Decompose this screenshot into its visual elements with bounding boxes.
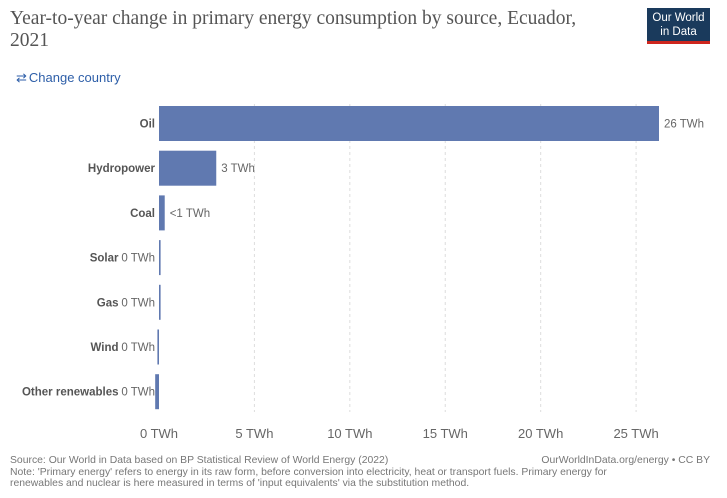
chart-footer: Source: Our World in Data based on BP St… <box>10 455 716 490</box>
source-text: Source: Our World in Data based on BP St… <box>10 455 389 466</box>
owid-logo[interactable]: Our World in Data <box>647 8 710 44</box>
logo-line-1: Our World <box>652 12 705 24</box>
value-label: 0 TWh <box>121 253 155 265</box>
x-tick-label: 10 TWh <box>327 426 372 441</box>
bar-hydropower[interactable] <box>159 150 217 186</box>
category-label: Other renewables <box>22 387 119 399</box>
category-label: Wind <box>91 342 119 354</box>
x-tick-label: 5 TWh <box>235 426 273 441</box>
value-label: <1 TWh <box>170 208 210 220</box>
x-tick-label: 20 TWh <box>518 426 563 441</box>
change-country-label: Change country <box>28 70 121 85</box>
logo-line-2: in Data <box>660 26 697 38</box>
note-line-1: Note: 'Primary energy' refers to energy … <box>10 466 607 478</box>
x-tick-label: 25 TWh <box>613 426 658 441</box>
value-label: 0 TWh <box>121 342 155 354</box>
bar-oil[interactable] <box>159 106 659 141</box>
category-label: Coal <box>130 208 155 220</box>
category-label: Oil <box>140 119 155 131</box>
x-tick-label: 15 TWh <box>423 426 468 441</box>
note-line-2: renewables and nuclear is here measured … <box>10 478 470 489</box>
credit-link[interactable]: OurWorldInData.org/energy • CC BY <box>541 455 710 466</box>
category-label: Hydropower <box>88 163 156 175</box>
value-label: 3 TWh <box>221 163 255 175</box>
bar-chart: 0 TWh 5 TWh 10 TWh 15 TWh 20 TWh 25 TWh Oil 26 … <box>22 104 704 441</box>
value-label: 0 TWh <box>121 297 155 309</box>
bar-coal[interactable] <box>159 195 165 231</box>
value-label: 26 TWh <box>664 119 704 131</box>
value-label: 0 TWh <box>121 387 155 399</box>
page-title: Year-to-year change in primary energy co… <box>10 8 577 51</box>
swap-arrows-icon: ⇄ <box>16 70 27 85</box>
bar-solar[interactable] <box>159 240 161 276</box>
bar-other-renewables[interactable] <box>155 374 159 410</box>
change-country-button[interactable]: ⇄ Change country <box>16 70 121 86</box>
x-tick-label: 0 TWh <box>140 426 178 441</box>
category-label: Gas <box>97 297 119 309</box>
bar-gas[interactable] <box>159 284 161 320</box>
category-label: Solar <box>90 253 119 265</box>
bar-wind[interactable] <box>157 329 159 365</box>
